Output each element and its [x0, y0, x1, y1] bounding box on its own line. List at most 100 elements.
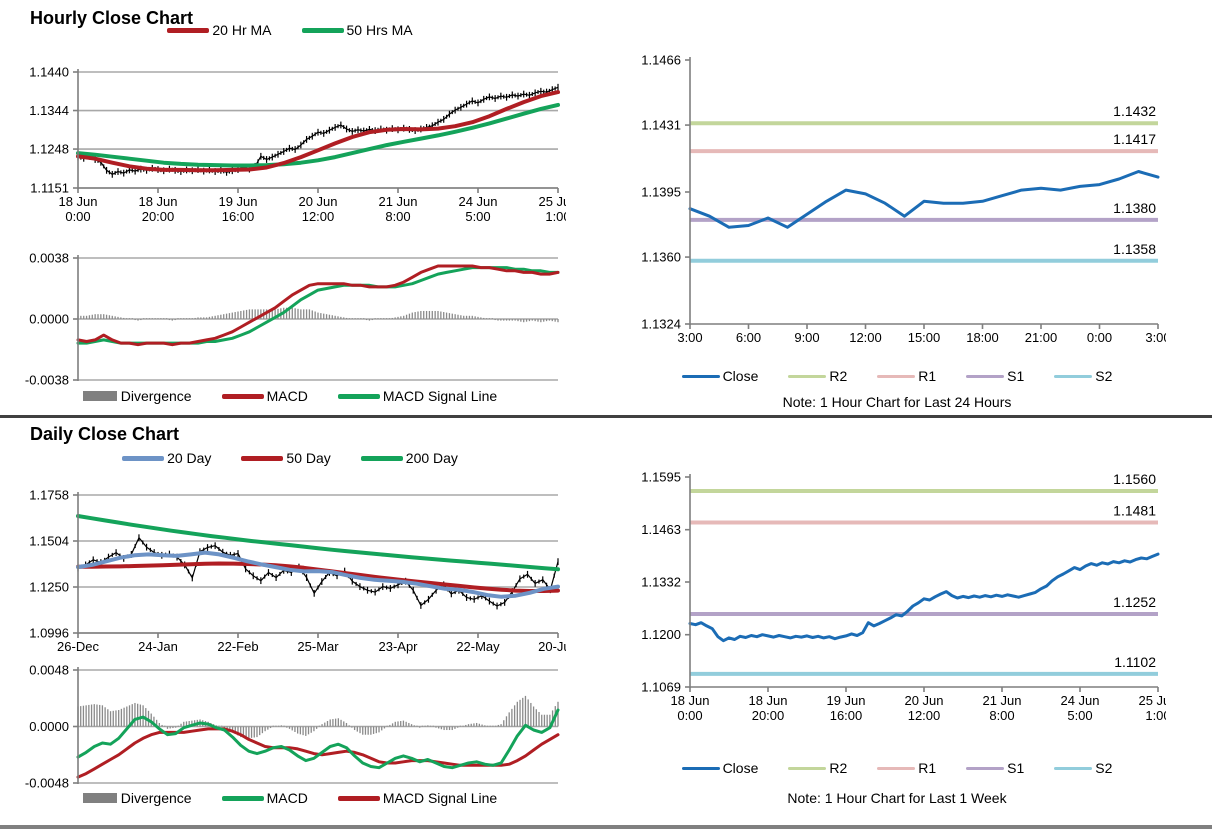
daily-close-legend: 20 Day 50 Day 200 Day — [14, 450, 566, 466]
legend-swatch — [681, 766, 720, 770]
legend-swatch — [788, 374, 827, 378]
svg-text:1.1481: 1.1481 — [1113, 503, 1156, 519]
legend-label: MACD Signal Line — [382, 388, 498, 404]
legend-item-20-hr-ma: 20 Hr MA — [167, 22, 272, 38]
svg-text:22-May: 22-May — [456, 639, 500, 654]
svg-text:16:00: 16:00 — [830, 708, 863, 723]
svg-text:12:00: 12:00 — [302, 209, 335, 224]
svg-text:20-Jun: 20-Jun — [538, 639, 566, 654]
legend-label: 50 Hrs MA — [346, 22, 413, 38]
legend-item-s2: S2 — [1054, 760, 1112, 776]
svg-text:8:00: 8:00 — [385, 209, 410, 224]
svg-text:1.1466: 1.1466 — [641, 53, 681, 68]
legend-label: 20 Hr MA — [212, 22, 272, 38]
svg-text:1.1360: 1.1360 — [641, 250, 681, 265]
svg-text:18 Jun: 18 Jun — [58, 194, 97, 209]
legend-swatch — [167, 27, 210, 33]
legend-item-macd: MACD — [221, 790, 308, 806]
legend-label: R2 — [829, 760, 848, 776]
svg-text:24 Jun: 24 Jun — [458, 194, 497, 209]
legend-item-macd-signal-line: MACD Signal Line — [337, 388, 498, 404]
legend-swatch — [360, 455, 403, 461]
svg-text:5:00: 5:00 — [1067, 708, 1092, 723]
hourly-macd-legend: Divergence MACD MACD Signal Line — [14, 388, 566, 404]
legend-label: MACD — [266, 790, 308, 806]
svg-text:16:00: 16:00 — [222, 209, 255, 224]
legend-label: R1 — [918, 760, 937, 776]
legend-swatch — [221, 393, 264, 399]
legend-item-r2: R2 — [788, 368, 847, 384]
legend-swatch — [301, 27, 344, 33]
legend-label: 200 Day — [405, 450, 458, 466]
svg-text:1.1504: 1.1504 — [29, 534, 69, 549]
legend-label: S2 — [1095, 760, 1113, 776]
svg-text:6:00: 6:00 — [736, 330, 761, 345]
legend-swatch — [337, 393, 380, 399]
svg-text:1.1102: 1.1102 — [1114, 654, 1156, 670]
svg-text:26-Dec: 26-Dec — [57, 639, 99, 654]
svg-text:1.1069: 1.1069 — [641, 680, 681, 695]
legend-item-macd-signal-line: MACD Signal Line — [337, 790, 497, 806]
svg-text:1.1432: 1.1432 — [1113, 103, 1156, 119]
svg-text:1.1252: 1.1252 — [1113, 594, 1156, 610]
legend-label: S2 — [1095, 368, 1113, 384]
svg-text:21:00: 21:00 — [1025, 330, 1058, 345]
legend-item-divergence: Divergence — [82, 790, 192, 806]
svg-text:1.1358: 1.1358 — [1113, 241, 1156, 257]
svg-text:1.1560: 1.1560 — [1113, 471, 1156, 487]
daily-section-title: Daily Close Chart — [30, 424, 180, 444]
svg-text:1.1395: 1.1395 — [641, 185, 681, 200]
svg-text:19 Jun: 19 Jun — [826, 693, 865, 708]
hourly-macd-chart: 0.0038 0.0000 -0.0038 — [14, 246, 566, 388]
svg-text:19 Jun: 19 Jun — [218, 194, 257, 209]
svg-text:1.1595: 1.1595 — [641, 470, 681, 485]
legend-swatch — [877, 374, 916, 378]
svg-text:25 Jun: 25 Jun — [538, 194, 566, 209]
legend-swatch — [82, 793, 117, 803]
svg-text:1:00: 1:00 — [545, 209, 566, 224]
svg-text:1.1200: 1.1200 — [641, 627, 681, 642]
svg-text:0:00: 0:00 — [677, 708, 702, 723]
svg-text:1.1431: 1.1431 — [641, 118, 681, 133]
svg-text:1.1324: 1.1324 — [641, 317, 681, 332]
weekly-sr-legend: Close R2 R1 S1 S2 — [628, 760, 1166, 776]
legend-item-r1: R1 — [877, 368, 936, 384]
svg-text:0.0000: 0.0000 — [29, 719, 69, 734]
legend-item-macd: MACD — [221, 388, 308, 404]
svg-text:24-Jan: 24-Jan — [138, 639, 178, 654]
hourly-section-title: Hourly Close Chart — [30, 8, 194, 28]
svg-text:1.1151: 1.1151 — [30, 181, 69, 196]
svg-text:1.0996: 1.0996 — [29, 626, 69, 641]
svg-text:12:00: 12:00 — [908, 708, 941, 723]
svg-text:3:00: 3:00 — [677, 330, 702, 345]
legend-item-20-day: 20 Day — [122, 450, 211, 466]
svg-text:1.1248: 1.1248 — [29, 142, 69, 157]
legend-swatch — [221, 795, 264, 801]
daily-close-chart: 1.1758 1.1504 1.1250 1.0996 26-Dec 24-Jan 22-F… — [14, 474, 578, 664]
svg-text:21 Jun: 21 Jun — [378, 194, 417, 209]
svg-text:1.1250: 1.1250 — [29, 580, 69, 595]
svg-text:1.1380: 1.1380 — [1113, 200, 1156, 216]
svg-text:18 Jun: 18 Jun — [138, 194, 177, 209]
daily_macd-svg: 0.0048 0.0000 -0.0048 — [25, 663, 560, 791]
svg-text:3:00: 3:00 — [1145, 330, 1166, 345]
legend-label: 20 Day — [167, 450, 212, 466]
legend-swatch — [122, 455, 165, 461]
legend-item-50-day: 50 Day — [241, 450, 331, 466]
svg-text:23-Apr: 23-Apr — [378, 639, 418, 654]
svg-text:0.0048: 0.0048 — [29, 663, 69, 678]
svg-text:1.1758: 1.1758 — [29, 488, 69, 503]
svg-text:1.1332: 1.1332 — [641, 575, 681, 590]
legend-item-r1: R1 — [877, 760, 936, 776]
svg-text:21 Jun: 21 Jun — [982, 693, 1021, 708]
svg-text:20:00: 20:00 — [752, 708, 785, 723]
legend-swatch — [681, 374, 720, 378]
legend-item-s2: S2 — [1054, 368, 1112, 384]
svg-text:0.0000: 0.0000 — [29, 312, 69, 327]
legend-swatch — [877, 766, 916, 770]
svg-text:9:00: 9:00 — [794, 330, 819, 345]
hourly-sr-note: Note: 1 Hour Chart for Last 24 Hours — [782, 394, 1012, 410]
